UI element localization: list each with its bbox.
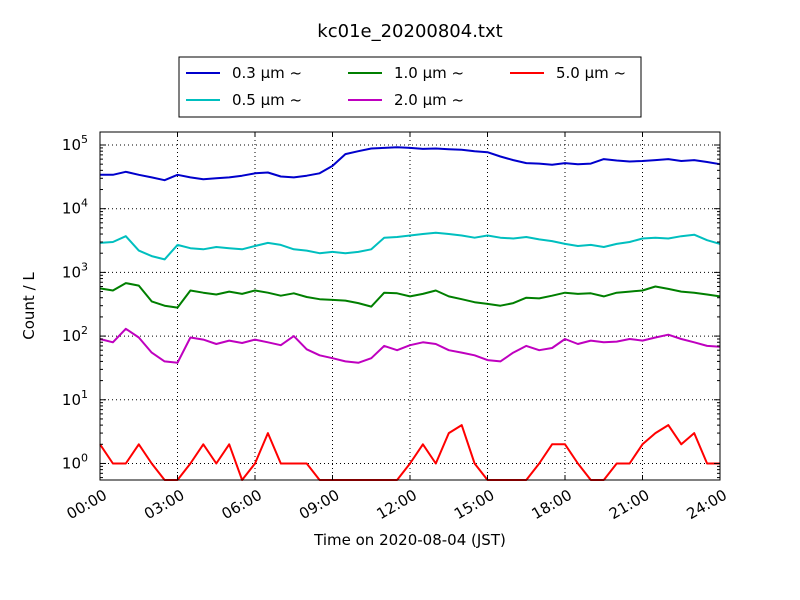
x-tick-label: 15:00 <box>451 486 497 523</box>
series-line-1 <box>99 231 721 261</box>
x-tick-label: 21:00 <box>606 486 652 523</box>
y-tick-label: 102 <box>62 324 88 345</box>
series-line-3 <box>99 327 721 364</box>
plot-area <box>99 131 721 481</box>
x-tick-label: 24:00 <box>684 486 730 523</box>
y-tick-label: 104 <box>62 197 88 218</box>
series-line-0 <box>100 146 721 182</box>
y-axis-label: Count / L <box>20 272 38 340</box>
series-line-4 <box>99 424 720 481</box>
legend: 0.3 μm ~ 0.5 μm ~ 1.0 μm ~ 2.0 μm ~ 5.0 μm ~ <box>178 56 642 118</box>
x-tick-label: 00:00 <box>64 486 110 523</box>
series-line-2 <box>99 282 721 309</box>
legend-label: 5.0 μm ~ <box>556 64 626 82</box>
x-tick-label: 06:00 <box>219 486 265 523</box>
plot-background <box>100 132 720 480</box>
chart-title: kc01e_20200804.txt <box>317 21 502 42</box>
y-tick-label: 101 <box>62 388 88 409</box>
x-tick-labels: 00:00 03:00 06:00 09:00 12:00 15:00 18:00 21:00… <box>64 486 730 523</box>
y-tick-label: 100 <box>62 451 88 472</box>
legend-label: 0.5 μm ~ <box>232 91 302 109</box>
legend-label: 1.0 μm ~ <box>394 64 464 82</box>
ticks <box>99 132 721 480</box>
x-tick-label: 18:00 <box>529 486 575 523</box>
series-layer <box>99 146 721 481</box>
x-tick-label: 03:00 <box>141 486 187 523</box>
y-tick-label: 105 <box>62 133 88 154</box>
x-tick-label: 12:00 <box>374 486 420 523</box>
legend-label: 0.3 μm ~ <box>232 64 302 82</box>
x-axis-label: Time on 2020-08-04 (JST) <box>313 531 506 549</box>
legend-box <box>178 56 642 118</box>
y-tick-labels: 100 101 102 103 104 105 <box>62 133 88 472</box>
y-tick-label: 103 <box>62 260 88 281</box>
legend-label: 2.0 μm ~ <box>394 91 464 109</box>
x-tick-label: 09:00 <box>296 486 342 523</box>
